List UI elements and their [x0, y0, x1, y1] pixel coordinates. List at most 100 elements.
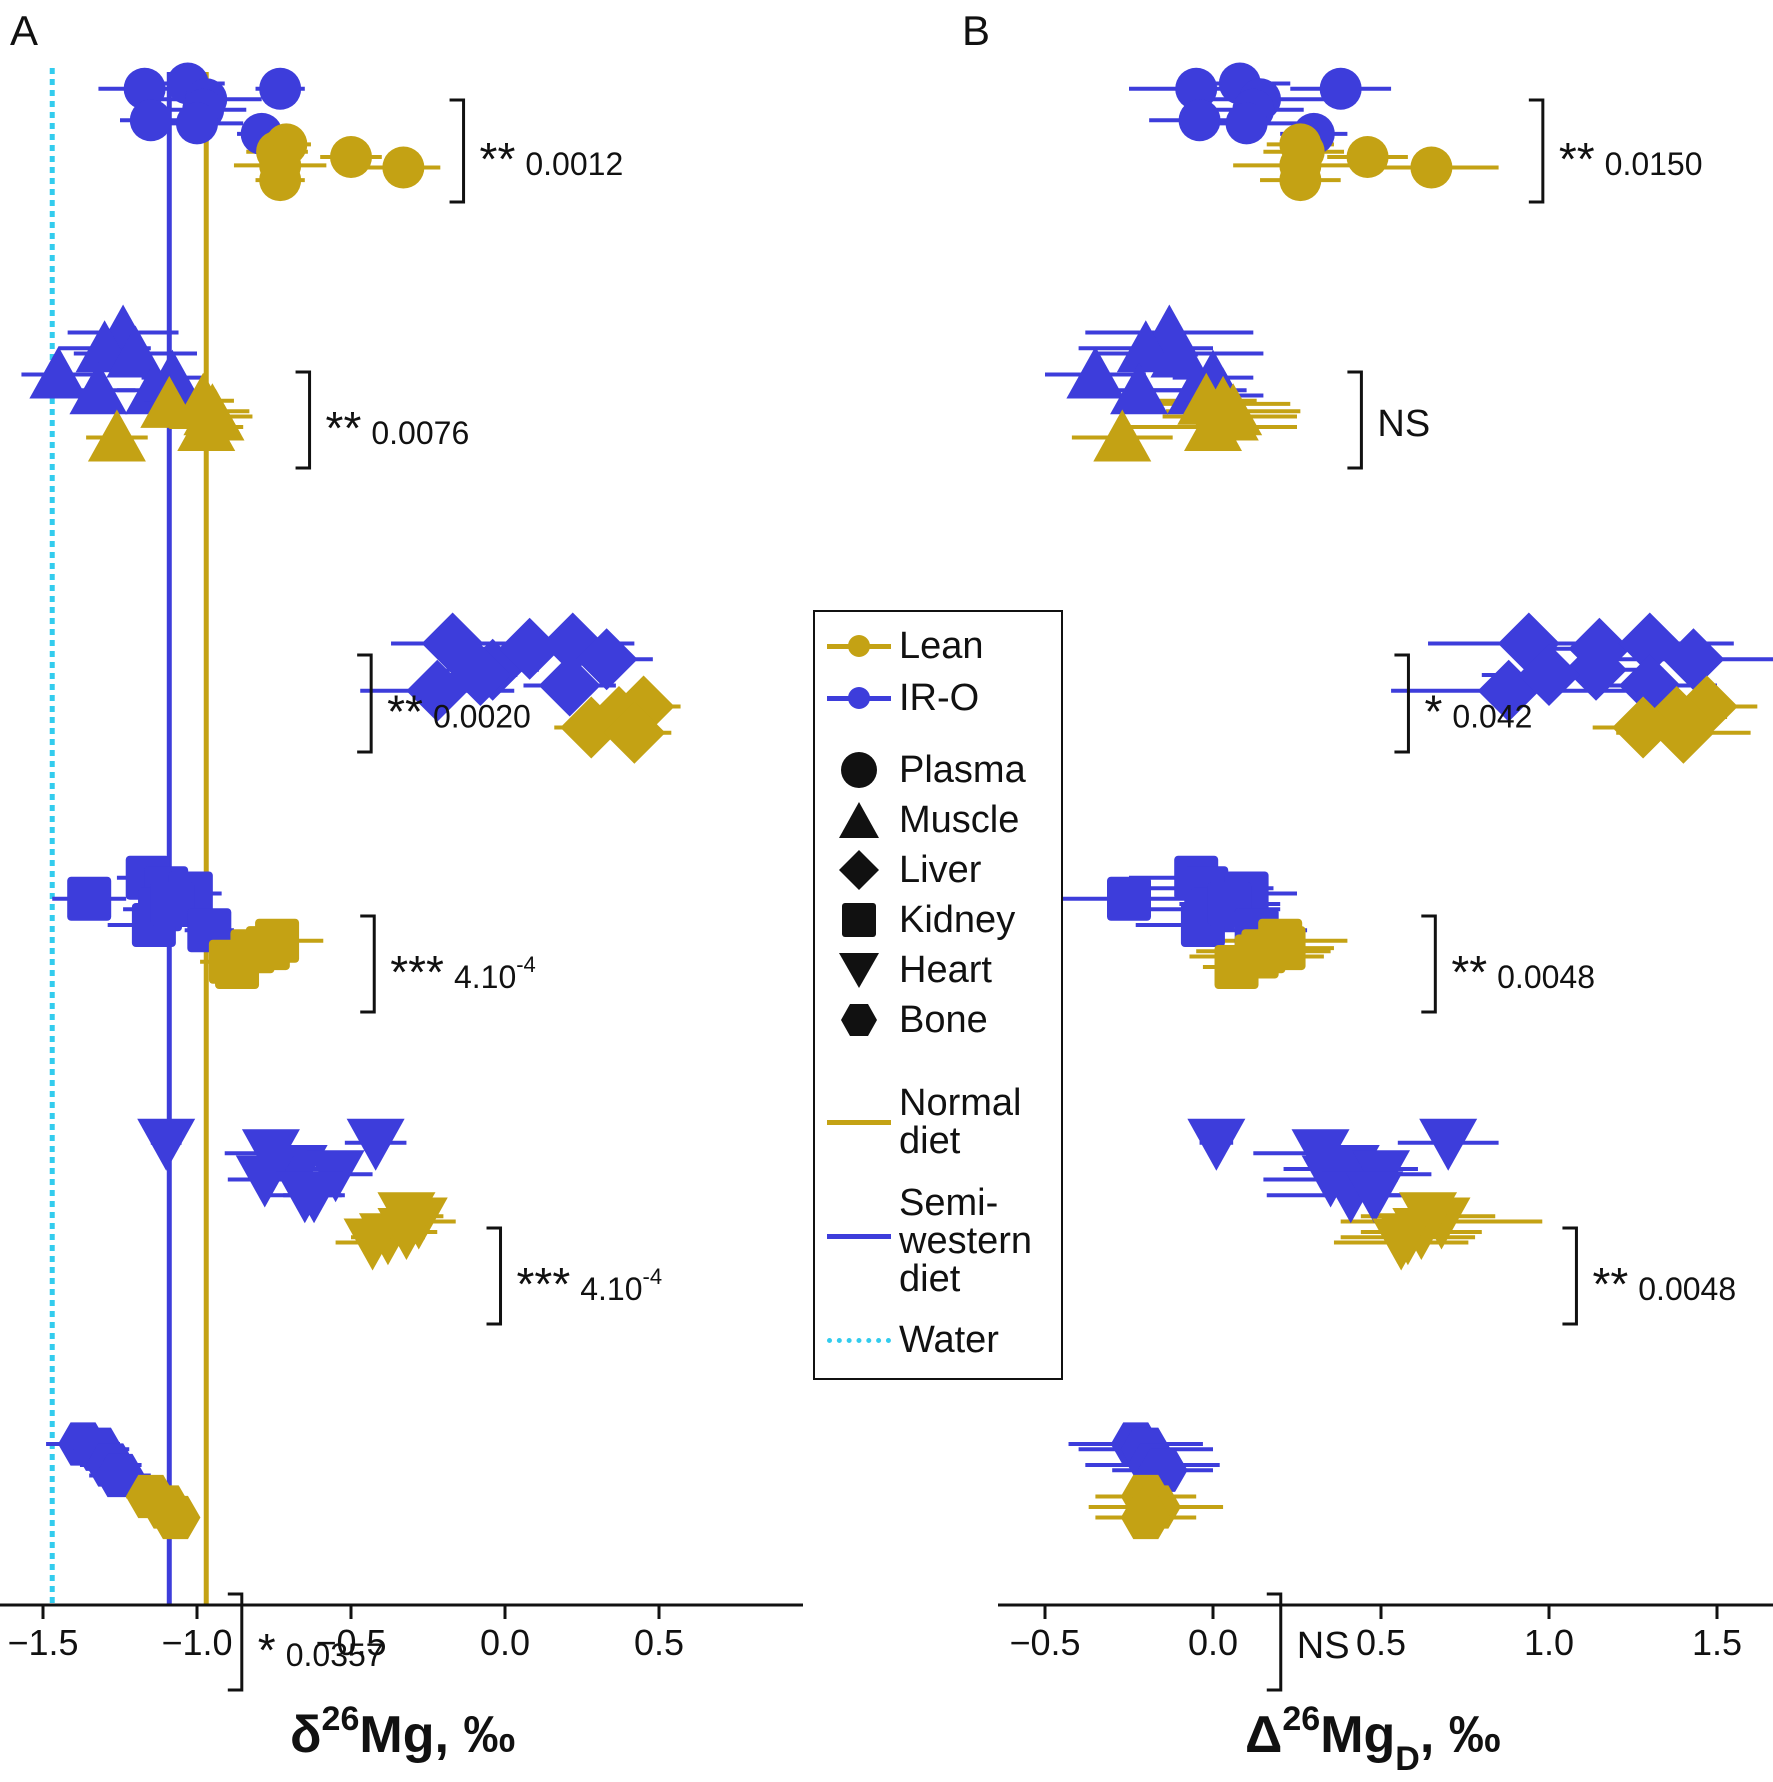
legend-item-kidney: Kidney [815, 898, 1063, 942]
significance-bracket [1266, 1592, 1283, 1692]
significance-stars: ** [1592, 1258, 1628, 1310]
x-axis-title-a: δ26Mg, ‰ [290, 1700, 515, 1764]
point-heart-iro [137, 1118, 196, 1171]
point-plasma-iro [129, 99, 172, 142]
significance-bracket [1562, 1226, 1578, 1326]
diamond-icon [815, 848, 899, 892]
axes: −1.5 −1.0 −0.5 0.0 0.5 −0.5 0.0 0.5 1.0 1.5 [0, 1603, 1773, 1663]
significance-label: NS [1377, 403, 1430, 445]
square-icon [815, 898, 899, 942]
x-tick-label: −1.0 [161, 1622, 232, 1663]
point-heart-iro [1345, 1171, 1404, 1224]
legend-label-bone: Bone [899, 999, 988, 1041]
point-kidney-lean [1214, 945, 1259, 989]
x-axis-title-a-main: δ [290, 1706, 322, 1764]
legend-swatch-normal-diet [815, 1084, 899, 1160]
significance-stars: ** [326, 402, 362, 454]
significance-bracket [486, 1226, 503, 1326]
point-liver-iro [1568, 617, 1631, 680]
p-value: 0.0048 [1497, 959, 1595, 995]
p-value: 0.0012 [525, 146, 623, 182]
legend-item-semi-western-diet: Semi- western diet [815, 1184, 1063, 1298]
x-tick-label: −0.5 [315, 1622, 386, 1663]
point-muscle-lean [1093, 409, 1152, 462]
annotations: ** 0.0012** 0.0076** 0.0020*** 4.10-4*** 4.10… [227, 98, 1736, 1692]
point-heart-lean [343, 1218, 402, 1271]
x-axis-title-b-sup: 26 [1282, 1700, 1320, 1738]
legend-item-plasma: Plasma [815, 748, 1063, 792]
x-tick-label: 0.5 [634, 1622, 684, 1663]
legend-swatch-lean [815, 624, 899, 668]
data-marks [21, 62, 1773, 1540]
point-plasma-iro [176, 102, 218, 145]
point-heart-iro [241, 1129, 300, 1182]
point-muscle-lean [140, 375, 199, 428]
point-liver-lean [1612, 696, 1675, 759]
point-muscle-iro [29, 346, 88, 399]
x-axis-title-b-sub: D [1395, 1740, 1420, 1778]
legend-item-heart: Heart [815, 948, 1063, 992]
point-plasma-lean [1410, 146, 1453, 189]
significance-bracket [449, 98, 466, 204]
significance-stars: * [258, 1624, 276, 1676]
significance-bracket [1394, 653, 1410, 754]
significance-bracket [227, 1592, 244, 1692]
x-axis-title-b: Δ26MgD, ‰ [1245, 1700, 1501, 1778]
reference-lines [49, 68, 209, 1605]
x-axis-title-b-main: Δ [1245, 1706, 1282, 1764]
legend-item-normal-diet: Normal diet [815, 1084, 1063, 1160]
legend-item-liver: Liver [815, 848, 1063, 892]
significance-bracket [1347, 370, 1363, 470]
point-muscle-lean [1200, 388, 1259, 441]
x-tick-label: 0.5 [1356, 1622, 1406, 1663]
significance-stars: * [1424, 686, 1442, 738]
legend-item-iro: IR-O [815, 676, 1063, 720]
p-value: 0.0150 [1605, 146, 1703, 182]
point-plasma-iro [1178, 99, 1221, 142]
significance-stars: ** [387, 686, 423, 738]
legend-swatch-water [815, 1318, 899, 1362]
point-heart-iro [1291, 1129, 1350, 1182]
point-kidney-lean [215, 945, 260, 989]
x-tick-label: 0.0 [480, 1622, 530, 1663]
point-liver-iro [1518, 644, 1580, 706]
significance-stars: *** [517, 1258, 571, 1310]
point-kidney-iro [1107, 876, 1151, 921]
x-axis-title-a-sup: 26 [322, 1700, 360, 1738]
x-tick-label: 0.0 [1188, 1622, 1238, 1663]
significance-bracket [295, 370, 312, 470]
significance-label: ** 0.0048 [1451, 946, 1595, 998]
point-muscle-iro [106, 325, 165, 378]
p-value: 4.10 [454, 959, 516, 995]
x-axis-title-b-rest: Mg [1320, 1706, 1395, 1764]
point-plasma-iro [1225, 102, 1268, 145]
p-value: 0.042 [1452, 699, 1532, 735]
point-liver-iro [1662, 628, 1725, 691]
point-muscle-iro [1150, 325, 1209, 378]
legend-label-normal-diet: Normal diet [899, 1082, 1022, 1162]
point-heart-iro [1187, 1118, 1246, 1171]
point-kidney-iro [150, 882, 195, 926]
point-plasma-lean [1279, 159, 1322, 202]
point-bone-lean [1120, 1495, 1171, 1540]
point-liver-lean [1652, 701, 1715, 764]
point-plasma-iro [1319, 67, 1362, 110]
point-muscle-iro [1110, 362, 1169, 415]
legend: Lean IR-O Plasma Muscle Liver Kidney Hea… [813, 610, 1063, 1380]
significance-label: ** 0.0012 [480, 133, 624, 185]
point-plasma-lean [382, 146, 425, 189]
legend-label-lean: Lean [899, 625, 984, 667]
triangle-icon [815, 798, 899, 842]
point-plasma-iro [259, 67, 302, 110]
point-plasma-iro [123, 67, 166, 110]
x-tick-label: −1.5 [7, 1622, 78, 1663]
point-liver-iro [538, 654, 601, 717]
point-liver-lean [603, 701, 666, 764]
point-plasma-iro [1175, 67, 1218, 110]
point-heart-iro [235, 1155, 294, 1208]
point-kidney-iro [67, 876, 112, 921]
point-liver-iro [498, 617, 561, 680]
point-plasma-lean [259, 159, 302, 202]
significance-label: ** 0.0150 [1559, 133, 1703, 185]
